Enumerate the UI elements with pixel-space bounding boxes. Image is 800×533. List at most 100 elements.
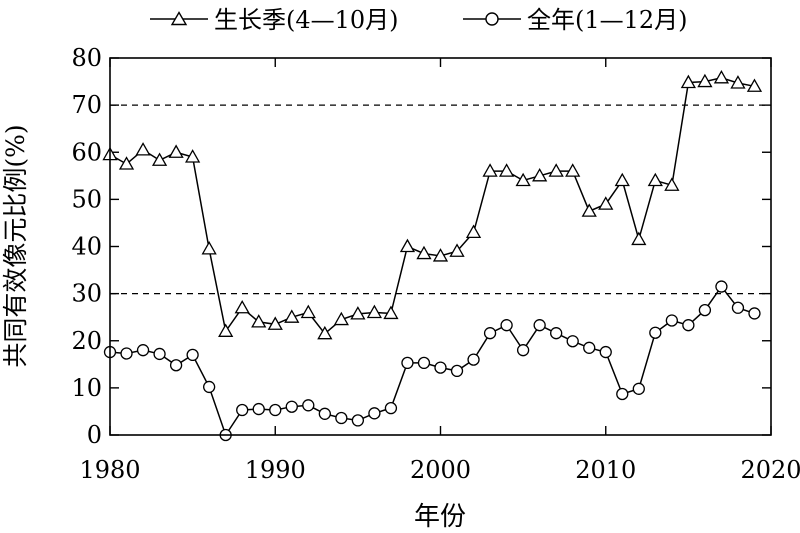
- series-1-point: [366, 304, 383, 319]
- series-2-point: [384, 401, 398, 415]
- series-1-point: [151, 152, 168, 166]
- series-1-point: [647, 172, 663, 187]
- series-1-point: [482, 163, 498, 177]
- series-1-point: [449, 243, 465, 257]
- series-2-point: [715, 280, 728, 293]
- series-1-point: [432, 248, 449, 262]
- series-2-point: [566, 335, 579, 348]
- series-2-point: [202, 380, 216, 394]
- series-1-point: [168, 144, 184, 158]
- y-tick-label: 60: [71, 138, 102, 166]
- series-2-point: [748, 307, 761, 320]
- series-1-point: [664, 177, 680, 191]
- legend: 生长季(4—10月) 全年(1—12月): [150, 6, 688, 34]
- series-1-point: [498, 163, 515, 177]
- series-2-point: [417, 356, 431, 370]
- series-2-point: [533, 319, 546, 332]
- series-2-point: [649, 326, 662, 339]
- series-2-point: [616, 387, 629, 401]
- y-tick-label: 80: [71, 44, 102, 72]
- series-1-point: [185, 149, 201, 163]
- y-tick-label: 30: [71, 280, 102, 308]
- series-2-point: [252, 402, 265, 416]
- y-tick-label: 70: [71, 91, 102, 119]
- series-1-point: [680, 74, 696, 89]
- series-1-point: [598, 196, 614, 210]
- series-2-point: [516, 344, 530, 357]
- x-tick-label: 1990: [245, 456, 306, 484]
- series-2-point: [186, 348, 199, 362]
- series-1-point: [300, 304, 316, 319]
- x-tick-label: 2010: [575, 456, 636, 484]
- series-1-point: [581, 203, 597, 217]
- series-1-point: [416, 245, 432, 260]
- x-tick-label: 2020: [740, 456, 800, 484]
- y-tick-label: 0: [87, 421, 102, 449]
- series-1-point: [746, 78, 763, 92]
- series-1-point: [267, 316, 283, 330]
- series-2-point: [467, 353, 480, 366]
- series-1-point: [515, 172, 531, 187]
- series-1-point: [532, 167, 548, 182]
- series-1-point: [697, 73, 713, 88]
- legend-label-series-2: 全年(1—12月): [527, 6, 688, 34]
- series-2-point: [698, 303, 712, 317]
- series-1-point: [284, 309, 300, 323]
- series-1-point: [317, 325, 333, 340]
- y-tick-label: 40: [71, 233, 102, 261]
- series-2-point: [483, 327, 497, 340]
- series-1-point: [234, 299, 250, 314]
- series-1-point: [399, 238, 416, 253]
- series-2-point: [401, 356, 414, 370]
- series-2-point: [120, 347, 133, 360]
- series-1-point: [251, 314, 267, 328]
- series-2-point: [335, 411, 348, 425]
- axis-ticks: 0 10 20 30 40 50 60 70 80 1980 1990 2000 2010 2020: [71, 44, 800, 484]
- x-axis-label: 年份: [414, 502, 466, 532]
- series-2-point: [169, 359, 183, 372]
- series-2-point: [731, 301, 745, 314]
- series-1-point: [548, 163, 564, 177]
- series-2-point: [285, 400, 298, 413]
- series-2-point: [302, 399, 315, 412]
- series-1-point: [350, 306, 366, 320]
- series-2-point: [632, 382, 645, 395]
- series-2-point: [599, 345, 612, 359]
- y-axis-label: 共同有效像元比例(%): [1, 124, 30, 367]
- series-1-point: [713, 69, 730, 84]
- series-1-line: [109, 77, 755, 335]
- y-tick-label: 10: [71, 374, 102, 402]
- series-2-point: [450, 364, 464, 378]
- series-2-point: [136, 344, 150, 357]
- series-2-point: [583, 341, 596, 354]
- series-2-point: [318, 407, 331, 420]
- reference-lines: [110, 104, 771, 295]
- data-series: [102, 69, 763, 442]
- series-2-point: [434, 361, 447, 374]
- series-2-point: [236, 403, 249, 417]
- x-tick-label: 1980: [79, 456, 140, 484]
- series-1-point: [135, 142, 151, 156]
- x-tick-label: 2000: [410, 456, 471, 484]
- series-1-point: [614, 172, 630, 187]
- series-1-point: [333, 311, 349, 326]
- series-1-point: [565, 163, 581, 177]
- series-1-point: [118, 156, 135, 170]
- plot-frame: [109, 57, 772, 436]
- series-2-point: [269, 403, 282, 417]
- series-1-point: [730, 75, 746, 89]
- series-1-point: [201, 241, 217, 255]
- series-2-point: [682, 319, 695, 332]
- legend-marker-triangle: [170, 11, 188, 26]
- series-1-point: [218, 323, 234, 337]
- series-2-point: [500, 319, 513, 332]
- series-1-point: [383, 305, 399, 320]
- series-1-point: [465, 224, 482, 239]
- y-tick-label: 20: [71, 327, 102, 355]
- series-2-point: [550, 327, 563, 340]
- series-2-line: [109, 285, 755, 437]
- legend-label-series-1: 生长季(4—10月): [214, 6, 399, 34]
- series-2-point: [665, 314, 678, 327]
- y-tick-label: 50: [71, 185, 102, 213]
